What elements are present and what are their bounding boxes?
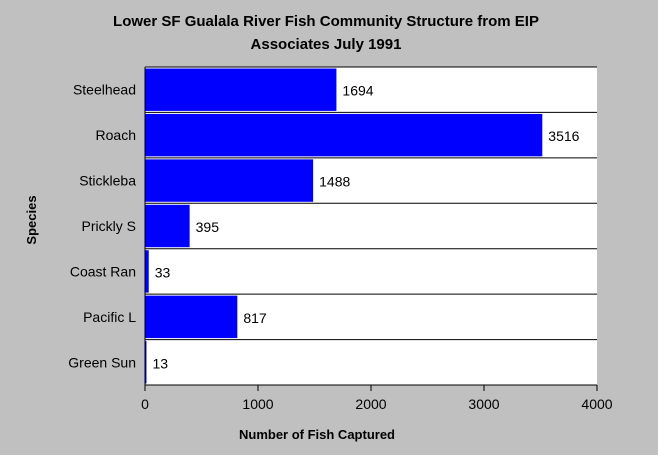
bar (145, 113, 543, 157)
category-label: Coast Ran (70, 263, 136, 279)
data-label: 817 (243, 310, 267, 326)
x-tick-label: 2000 (355, 396, 386, 412)
axis-layer: 0 1000 2000 3000 4000 (141, 67, 613, 412)
category-label: Prickly S (82, 218, 136, 234)
data-label: 33 (155, 264, 171, 280)
data-label: 1488 (319, 174, 350, 190)
y-axis-title: Species (24, 195, 39, 244)
bar (145, 341, 147, 384)
chart-title-line-1: Lower SF Gualala River Fish Community St… (113, 13, 539, 30)
x-tick-label: 0 (141, 396, 149, 412)
data-label: 13 (152, 355, 168, 371)
category-label: Pacific L (83, 309, 136, 325)
bar (145, 68, 337, 111)
data-label: 3516 (548, 128, 579, 144)
labels-layer: Steelhead 1694 Roach 3516 Stickleba 1488 Prick… (68, 82, 579, 372)
category-label: Roach (96, 127, 136, 143)
category-label: Steelhead (73, 82, 136, 98)
data-label: 1694 (342, 83, 373, 99)
category-label: Stickleba (79, 173, 136, 189)
x-tick-label: 3000 (468, 396, 499, 412)
chart-title-line-2: Associates July 1991 (251, 36, 402, 53)
bar (145, 250, 149, 293)
bars-layer (145, 68, 543, 384)
bar (145, 204, 190, 248)
x-axis-title: Number of Fish Captured (239, 427, 395, 442)
x-tick-label: 4000 (581, 396, 612, 412)
x-tick-label: 1000 (242, 396, 273, 412)
category-label: Green Sun (68, 354, 136, 370)
data-label: 395 (196, 219, 220, 235)
bar (145, 159, 314, 202)
bar (145, 295, 238, 339)
